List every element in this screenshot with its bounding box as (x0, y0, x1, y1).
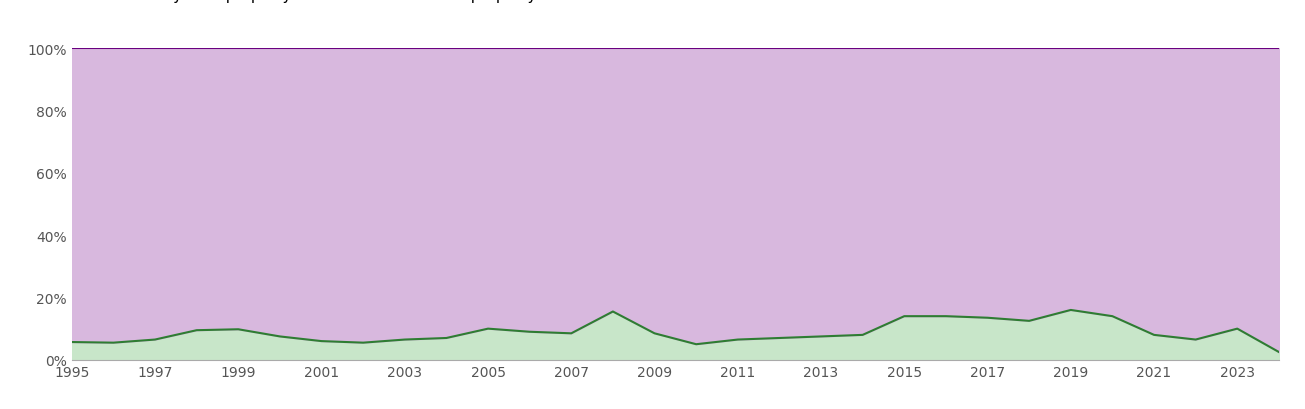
Legend: A newly built property, An established property: A newly built property, An established p… (80, 0, 536, 3)
